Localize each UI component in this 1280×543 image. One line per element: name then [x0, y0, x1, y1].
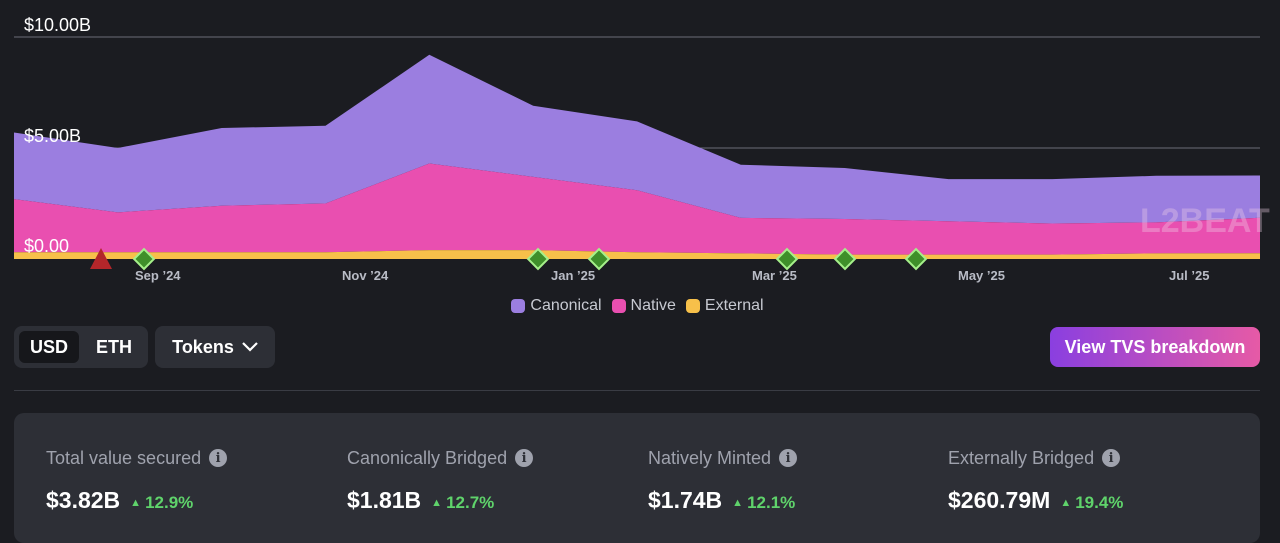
- canonical-swatch: [511, 299, 526, 313]
- x-tick-label: Jul ’25: [1169, 268, 1209, 283]
- x-tick-label: Mar ’25: [752, 268, 797, 283]
- stat-total-value-secured: Total value secured i $3.82B ▲ 12.9%: [46, 447, 228, 514]
- stat-change: 19.4%: [1075, 493, 1124, 512]
- x-tick-label: Jan ’25: [551, 268, 595, 283]
- milestone-marker-icon[interactable]: [833, 247, 857, 271]
- milestone-marker-icon[interactable]: [775, 247, 799, 271]
- usd-option[interactable]: USD: [19, 331, 79, 363]
- area-canonical: [14, 54, 1260, 224]
- area-native: [14, 163, 1260, 255]
- l2beat-watermark: L2BEAT: [1140, 202, 1270, 240]
- legend-label: External: [704, 297, 764, 314]
- legend-label: Native: [630, 297, 676, 314]
- stat-canonically-bridged: Canonically Bridged i $1.81B ▲ 12.7%: [347, 447, 534, 514]
- native-swatch: [611, 299, 626, 313]
- milestone-marker-icon[interactable]: [587, 247, 611, 271]
- chart-areas: [14, 54, 1260, 259]
- x-axis-ticks: Sep ’24 Nov ’24 Jan ’25 Mar ’25 May ’25 …: [135, 268, 1209, 283]
- milestone-marker-icon[interactable]: [132, 247, 156, 271]
- up-arrow-icon: ▲: [130, 497, 142, 509]
- stats-panel: Total value secured i $3.82B ▲ 12.9% Canoni…: [14, 413, 1260, 543]
- up-arrow-icon: ▲: [732, 497, 744, 509]
- y-tick-label: $5.00B: [24, 126, 81, 146]
- stat-change: 12.1%: [747, 493, 796, 512]
- up-arrow-icon: ▲: [431, 497, 443, 509]
- eth-option[interactable]: ETH: [96, 337, 132, 357]
- stat-change: 12.9%: [145, 493, 194, 512]
- chart-legend: Canonical Native External: [0, 297, 1275, 315]
- y-tick-label: $10.00B: [24, 15, 91, 35]
- info-icon[interactable]: i: [209, 449, 228, 467]
- tokens-dropdown[interactable]: Tokens: [155, 326, 275, 368]
- stat-value: $260.79M: [948, 487, 1051, 513]
- svg-text:L2BEAT: L2BEAT: [1140, 202, 1270, 240]
- external-swatch: [685, 299, 700, 313]
- stat-label: Total value secured: [46, 447, 202, 468]
- stat-label: Externally Bridged: [948, 447, 1095, 468]
- y-tick-label: $0.00: [24, 236, 69, 256]
- stat-label: Natively Minted: [648, 447, 772, 468]
- legend-item-external[interactable]: External: [685, 297, 764, 315]
- currency-toggle: USD ETH: [14, 326, 148, 368]
- stat-label: Canonically Bridged: [347, 447, 508, 468]
- info-icon[interactable]: i: [779, 449, 798, 467]
- milestone-marker-icon[interactable]: [526, 247, 550, 271]
- chevron-down-icon: [242, 342, 258, 352]
- view-tvs-breakdown-button[interactable]: View TVS breakdown: [1050, 327, 1260, 367]
- x-tick-label: May ’25: [958, 268, 1005, 283]
- alert-marker-icon[interactable]: [90, 248, 112, 269]
- legend-item-canonical[interactable]: Canonical: [511, 297, 602, 315]
- stat-value: $3.82B: [46, 487, 121, 513]
- legend-item-native[interactable]: Native: [611, 297, 676, 315]
- milestone-marker-icon[interactable]: [904, 247, 928, 271]
- tokens-label: Tokens: [172, 336, 234, 357]
- stat-change: 12.7%: [446, 493, 495, 512]
- up-arrow-icon: ▲: [1060, 497, 1072, 509]
- x-tick-label: Sep ’24: [135, 268, 181, 283]
- tvs-area-chart[interactable]: $10.00B $5.00B $0.00 L2BEAT Sep ’24 Nov …: [0, 0, 1280, 300]
- chart-event-markers[interactable]: [90, 247, 928, 271]
- info-icon[interactable]: i: [1102, 449, 1121, 467]
- x-tick-label: Nov ’24: [342, 268, 389, 283]
- divider: [14, 390, 1260, 391]
- area-external: [14, 250, 1260, 259]
- stat-natively-minted: Natively Minted i $1.74B ▲ 12.1%: [648, 447, 798, 514]
- stat-value: $1.74B: [648, 487, 723, 513]
- legend-label: Canonical: [530, 297, 602, 314]
- stat-value: $1.81B: [347, 487, 422, 513]
- stat-externally-bridged: Externally Bridged i $260.79M ▲ 19.4%: [948, 447, 1123, 514]
- info-icon[interactable]: i: [515, 449, 534, 467]
